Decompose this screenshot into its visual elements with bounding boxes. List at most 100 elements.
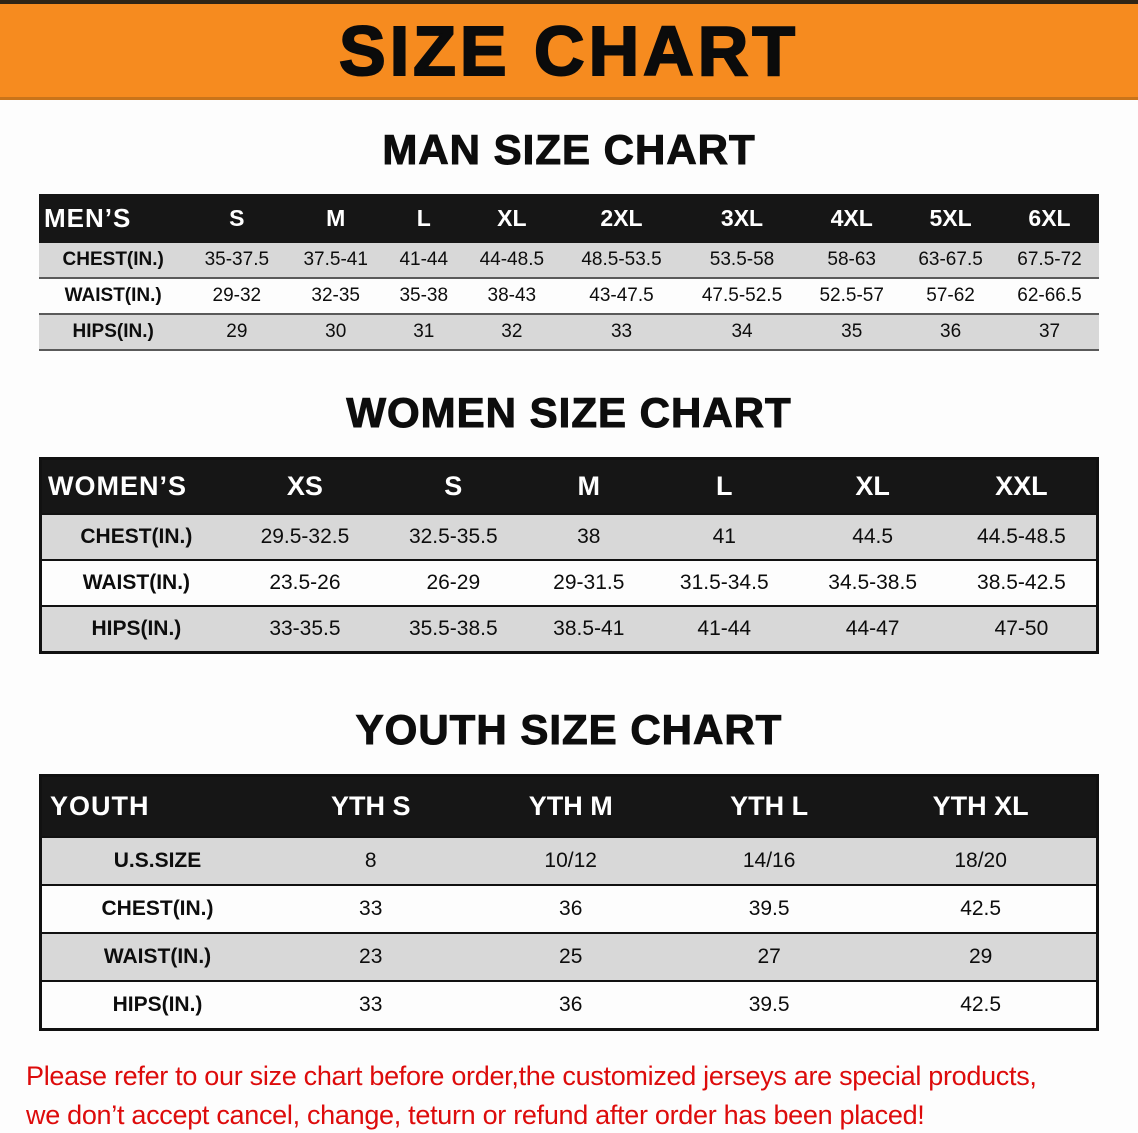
value-cell: 38.5-41 bbox=[553, 617, 625, 640]
size-chart-sections: MAN SIZE CHART MEN’S S M L XL 2XL 3XL 4XL 5XL 6XL C… bbox=[0, 126, 1138, 1031]
row-label-cell: WAIST(IN.) bbox=[82, 571, 191, 594]
size-header-cell: 5XL bbox=[901, 194, 1001, 243]
value-cell: 25 bbox=[559, 945, 583, 968]
value-cell: 67.5-72 bbox=[1017, 249, 1082, 270]
value-cell: 41 bbox=[712, 525, 736, 548]
size-header-cell: YTH S bbox=[273, 775, 469, 837]
womens-section: WOMEN SIZE CHART WOMEN’S XS S M L XL XXL CHEST(I… bbox=[0, 389, 1138, 654]
measurement-row: WAIST(IN.) 23 25 27 29 bbox=[40, 933, 1098, 981]
measurement-row: CHEST(IN.) 33 36 39.5 42.5 bbox=[40, 885, 1098, 933]
size-header-cell: 4XL bbox=[802, 194, 902, 243]
value-cell: 53.5-58 bbox=[709, 249, 775, 270]
header-row: YOUTH YTH S YTH M YTH L YTH XL bbox=[40, 775, 1098, 837]
value-cell: 29.5-32.5 bbox=[260, 525, 350, 548]
value-cell: 35-38 bbox=[399, 285, 449, 306]
value-cell: 14/16 bbox=[742, 849, 796, 872]
header-row: WOMEN’S XS S M L XL XXL bbox=[40, 458, 1098, 514]
value-cell: 63-67.5 bbox=[918, 249, 983, 270]
value-cell: 29-32 bbox=[212, 285, 262, 306]
value-cell: 44.5 bbox=[852, 525, 894, 548]
value-cell: 34 bbox=[731, 321, 753, 342]
value-cell: 32-35 bbox=[311, 285, 360, 306]
value-cell: 44.5-48.5 bbox=[977, 525, 1066, 548]
size-header-cell: L bbox=[385, 194, 463, 243]
value-cell: 34.5-38.5 bbox=[828, 571, 918, 594]
measurement-row: WAIST(IN.) 29-32 32-35 35-38 38-43 43-47.5 47.… bbox=[39, 278, 1099, 314]
value-cell: 39.5 bbox=[748, 897, 790, 920]
value-cell: 42.5 bbox=[960, 897, 1002, 920]
value-cell: 39.5 bbox=[748, 993, 790, 1016]
value-cell: 57-62 bbox=[926, 285, 975, 306]
value-cell: 31.5-34.5 bbox=[679, 571, 769, 594]
value-cell: 27 bbox=[757, 945, 781, 968]
row-label-cell: WAIST(IN.) bbox=[103, 945, 212, 968]
value-cell: 10/12 bbox=[544, 849, 597, 872]
value-cell: 44-47 bbox=[845, 617, 900, 640]
value-cell: 23.5-26 bbox=[269, 571, 341, 594]
value-cell: 37 bbox=[1038, 321, 1061, 342]
value-cell: 38 bbox=[577, 525, 601, 548]
value-cell: 38-43 bbox=[487, 285, 537, 306]
value-cell: 41-44 bbox=[697, 617, 752, 640]
value-cell: 41-44 bbox=[399, 249, 449, 270]
size-header-cell: YTH XL bbox=[865, 775, 1098, 837]
page-title: SIZE CHART bbox=[338, 11, 799, 91]
value-cell: 29 bbox=[968, 945, 993, 968]
header-row: MEN’S S M L XL 2XL 3XL 4XL 5XL 6XL bbox=[39, 194, 1099, 243]
size-header-cell: YTH M bbox=[468, 775, 673, 837]
row-label-cell: CHEST(IN.) bbox=[80, 525, 193, 548]
value-cell: 31 bbox=[413, 321, 435, 342]
value-cell: 62-66.5 bbox=[1017, 285, 1082, 306]
value-cell: 47.5-52.5 bbox=[701, 285, 783, 306]
value-cell: 30 bbox=[325, 321, 347, 342]
value-cell: 23 bbox=[359, 945, 383, 968]
value-cell: 44-48.5 bbox=[479, 249, 545, 270]
mens-table: MEN’S S M L XL 2XL 3XL 4XL 5XL 6XL CHEST(IN.) 35-37… bbox=[39, 194, 1099, 351]
value-cell: 43-47.5 bbox=[589, 285, 654, 306]
row-label-cell: HIPS(IN.) bbox=[91, 617, 182, 640]
value-cell: 33 bbox=[610, 321, 633, 342]
disclaimer-note: Please refer to our size chart before or… bbox=[0, 1059, 1138, 1133]
size-header-cell: S bbox=[379, 458, 528, 514]
value-cell: 8 bbox=[364, 849, 377, 872]
table-title-cell: YOUTH bbox=[40, 775, 274, 837]
value-cell: 38.5-42.5 bbox=[977, 571, 1066, 594]
size-header-cell: S bbox=[187, 194, 287, 243]
measurement-row: U.S.SIZE 8 10/12 14/16 18/20 bbox=[40, 837, 1098, 885]
size-header-cell: 3XL bbox=[681, 194, 803, 243]
mens-section: MAN SIZE CHART MEN’S S M L XL 2XL 3XL 4XL 5XL 6XL C… bbox=[0, 126, 1138, 351]
size-header-cell: YTH L bbox=[672, 775, 866, 837]
size-header-cell: XS bbox=[230, 458, 380, 514]
size-header-cell: L bbox=[650, 458, 799, 514]
value-cell: 35.5-38.5 bbox=[408, 617, 498, 640]
disclaimer-line-1: Please refer to our size chart before or… bbox=[26, 1061, 1037, 1091]
value-cell: 36 bbox=[940, 321, 962, 342]
size-header-cell: XL bbox=[462, 194, 562, 243]
measurement-row: WAIST(IN.) 23.5-26 26-29 29-31.5 31.5-34.5 34… bbox=[40, 560, 1098, 606]
value-cell: 58-63 bbox=[827, 249, 876, 270]
womens-table: WOMEN’S XS S M L XL XXL CHEST(IN.) 29.5-32.5 32.5… bbox=[39, 457, 1099, 654]
value-cell: 33-35.5 bbox=[269, 617, 341, 640]
row-label-cell: U.S.SIZE bbox=[113, 849, 202, 872]
size-header-cell: XXL bbox=[946, 458, 1098, 514]
value-cell: 52.5-57 bbox=[819, 285, 884, 306]
size-chart-banner: SIZE CHART bbox=[0, 0, 1138, 100]
disclaimer-line-2: we don’t accept cancel, change, teturn o… bbox=[26, 1100, 925, 1131]
table-title-cell: MEN’S bbox=[39, 194, 188, 243]
mens-heading: MAN SIZE CHART bbox=[382, 126, 756, 174]
womens-heading: WOMEN SIZE CHART bbox=[346, 389, 792, 437]
row-label-cell: HIPS(IN.) bbox=[112, 993, 203, 1016]
value-cell: 37.5-41 bbox=[303, 249, 368, 270]
value-cell: 32 bbox=[501, 321, 523, 342]
size-header-cell: XL bbox=[798, 458, 947, 514]
measurement-row: HIPS(IN.) 33 36 39.5 42.5 bbox=[40, 981, 1098, 1030]
value-cell: 26-29 bbox=[426, 571, 481, 594]
value-cell: 18/20 bbox=[954, 849, 1007, 872]
row-label-cell: HIPS(IN.) bbox=[72, 321, 154, 342]
measurement-row: CHEST(IN.) 29.5-32.5 32.5-35.5 38 41 44.5 44.5… bbox=[40, 514, 1098, 560]
value-cell: 36 bbox=[559, 897, 583, 920]
value-cell: 32.5-35.5 bbox=[408, 525, 498, 548]
value-cell: 29-31.5 bbox=[553, 571, 625, 594]
row-label-cell: CHEST(IN.) bbox=[101, 897, 214, 920]
row-label-cell: WAIST(IN.) bbox=[64, 285, 162, 306]
